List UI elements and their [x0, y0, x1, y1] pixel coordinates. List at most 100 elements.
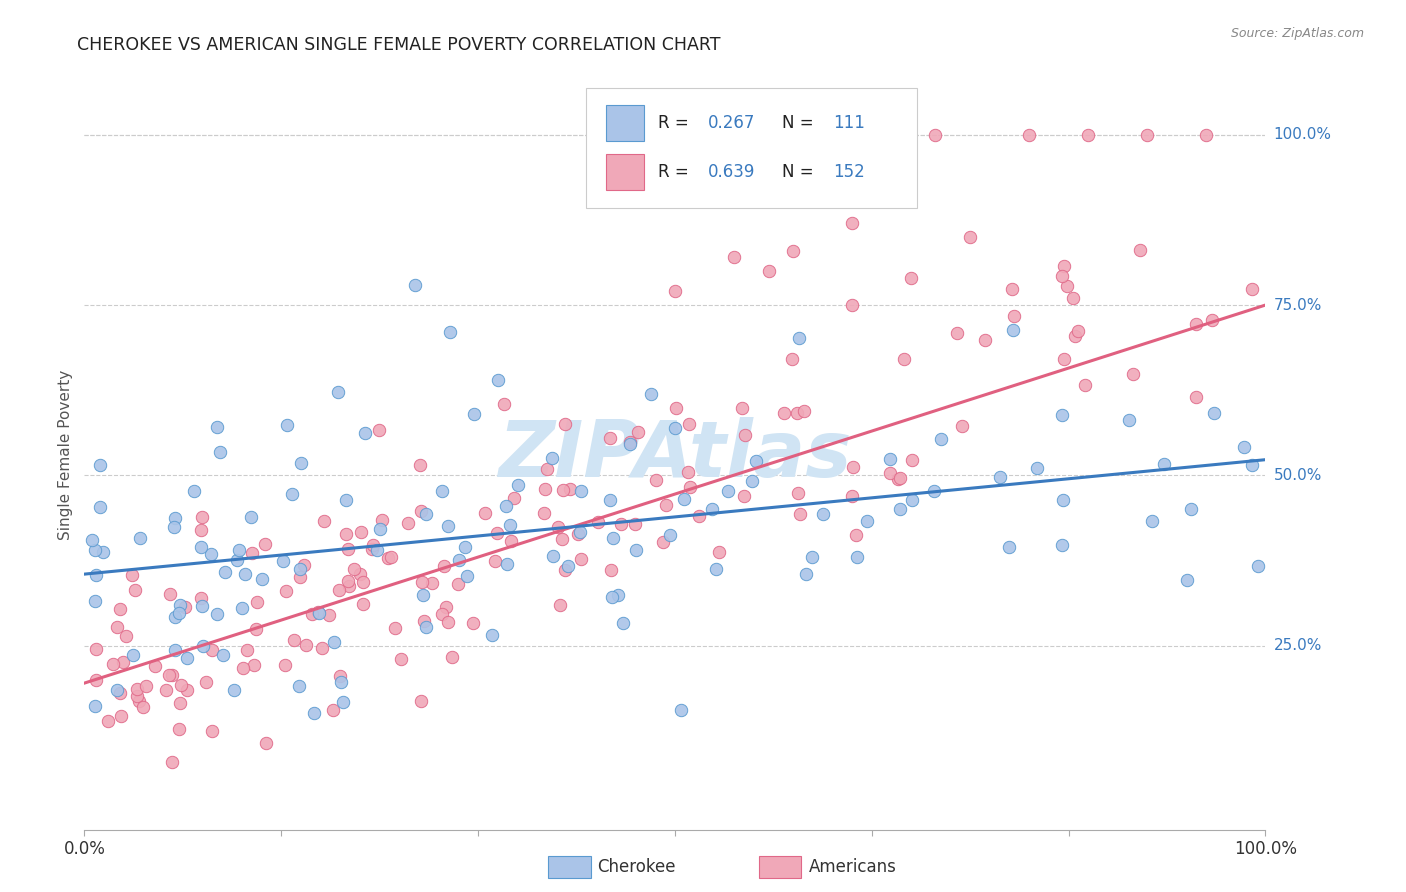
Point: [974, 334, 997, 348]
Point: [1026, 461, 1049, 475]
Point: [619, 434, 641, 449]
Point: [441, 649, 464, 664]
Point: [1067, 324, 1090, 338]
Point: [879, 466, 901, 480]
Point: [554, 563, 576, 577]
Point: [1064, 328, 1087, 343]
Point: [302, 706, 325, 721]
Point: [702, 502, 724, 516]
Point: [456, 568, 478, 582]
Point: [717, 484, 740, 499]
Point: [1018, 128, 1040, 142]
Point: [1201, 313, 1223, 327]
Point: [329, 669, 352, 683]
Point: [1195, 128, 1218, 142]
Point: [332, 695, 354, 709]
Point: [124, 582, 146, 597]
Point: [115, 629, 138, 643]
Point: [602, 531, 624, 545]
Point: [420, 576, 443, 591]
Point: [536, 462, 558, 476]
Point: [240, 510, 263, 524]
Point: [1247, 559, 1270, 574]
Point: [301, 607, 323, 621]
Point: [361, 537, 384, 551]
Point: [231, 601, 253, 615]
Point: [1062, 291, 1084, 305]
Point: [97, 714, 120, 728]
Point: [619, 436, 641, 450]
Point: [889, 502, 911, 516]
Point: [157, 668, 180, 682]
Point: [1240, 282, 1263, 296]
Point: [547, 519, 569, 533]
Point: [335, 527, 357, 541]
Point: [1153, 457, 1175, 471]
Point: [122, 648, 145, 662]
Point: [1233, 440, 1256, 454]
Point: [588, 515, 610, 529]
Text: Americans: Americans: [808, 858, 897, 876]
Point: [789, 331, 811, 345]
Point: [250, 572, 273, 586]
Point: [165, 642, 187, 657]
FancyBboxPatch shape: [586, 87, 917, 208]
Point: [485, 526, 508, 541]
Point: [84, 673, 107, 687]
Point: [143, 659, 166, 673]
Point: [361, 542, 384, 557]
Point: [176, 651, 198, 665]
Point: [793, 404, 815, 418]
Point: [626, 543, 648, 558]
Point: [501, 534, 523, 549]
Point: [901, 452, 924, 467]
Point: [782, 244, 804, 258]
Point: [190, 540, 212, 554]
Text: 111: 111: [834, 114, 865, 132]
Point: [350, 524, 373, 539]
Point: [669, 703, 692, 717]
Point: [169, 678, 191, 692]
Point: [772, 406, 794, 420]
Text: 100.0%: 100.0%: [1274, 128, 1331, 142]
Point: [200, 547, 222, 561]
Point: [461, 615, 484, 630]
Point: [91, 545, 114, 559]
Point: [664, 420, 686, 434]
Point: [283, 632, 305, 647]
Point: [84, 568, 107, 582]
Text: 152: 152: [834, 163, 865, 181]
Point: [1056, 279, 1078, 293]
Point: [846, 549, 869, 564]
Point: [659, 528, 682, 542]
Point: [165, 609, 187, 624]
Point: [1136, 128, 1159, 142]
Point: [132, 700, 155, 714]
Point: [89, 500, 111, 514]
Point: [1052, 492, 1074, 507]
Point: [845, 528, 868, 542]
Point: [409, 458, 432, 472]
Point: [84, 698, 107, 713]
Point: [569, 484, 592, 499]
Point: [292, 558, 315, 572]
Point: [326, 384, 349, 399]
Point: [349, 566, 371, 581]
Point: [733, 489, 755, 503]
Point: [1001, 282, 1024, 296]
Point: [254, 736, 277, 750]
Point: [484, 554, 506, 568]
Point: [208, 444, 231, 458]
Point: [191, 599, 214, 613]
Point: [169, 606, 191, 620]
Text: CHEROKEE VS AMERICAN SINGLE FEMALE POVERTY CORRELATION CHART: CHEROKEE VS AMERICAN SINGLE FEMALE POVER…: [77, 36, 721, 54]
Point: [228, 543, 250, 558]
Point: [201, 643, 224, 657]
Point: [101, 657, 124, 672]
Point: [337, 574, 360, 589]
Point: [789, 507, 811, 521]
Point: [1050, 268, 1073, 283]
Point: [486, 373, 509, 387]
Point: [543, 549, 565, 563]
Point: [288, 562, 311, 576]
